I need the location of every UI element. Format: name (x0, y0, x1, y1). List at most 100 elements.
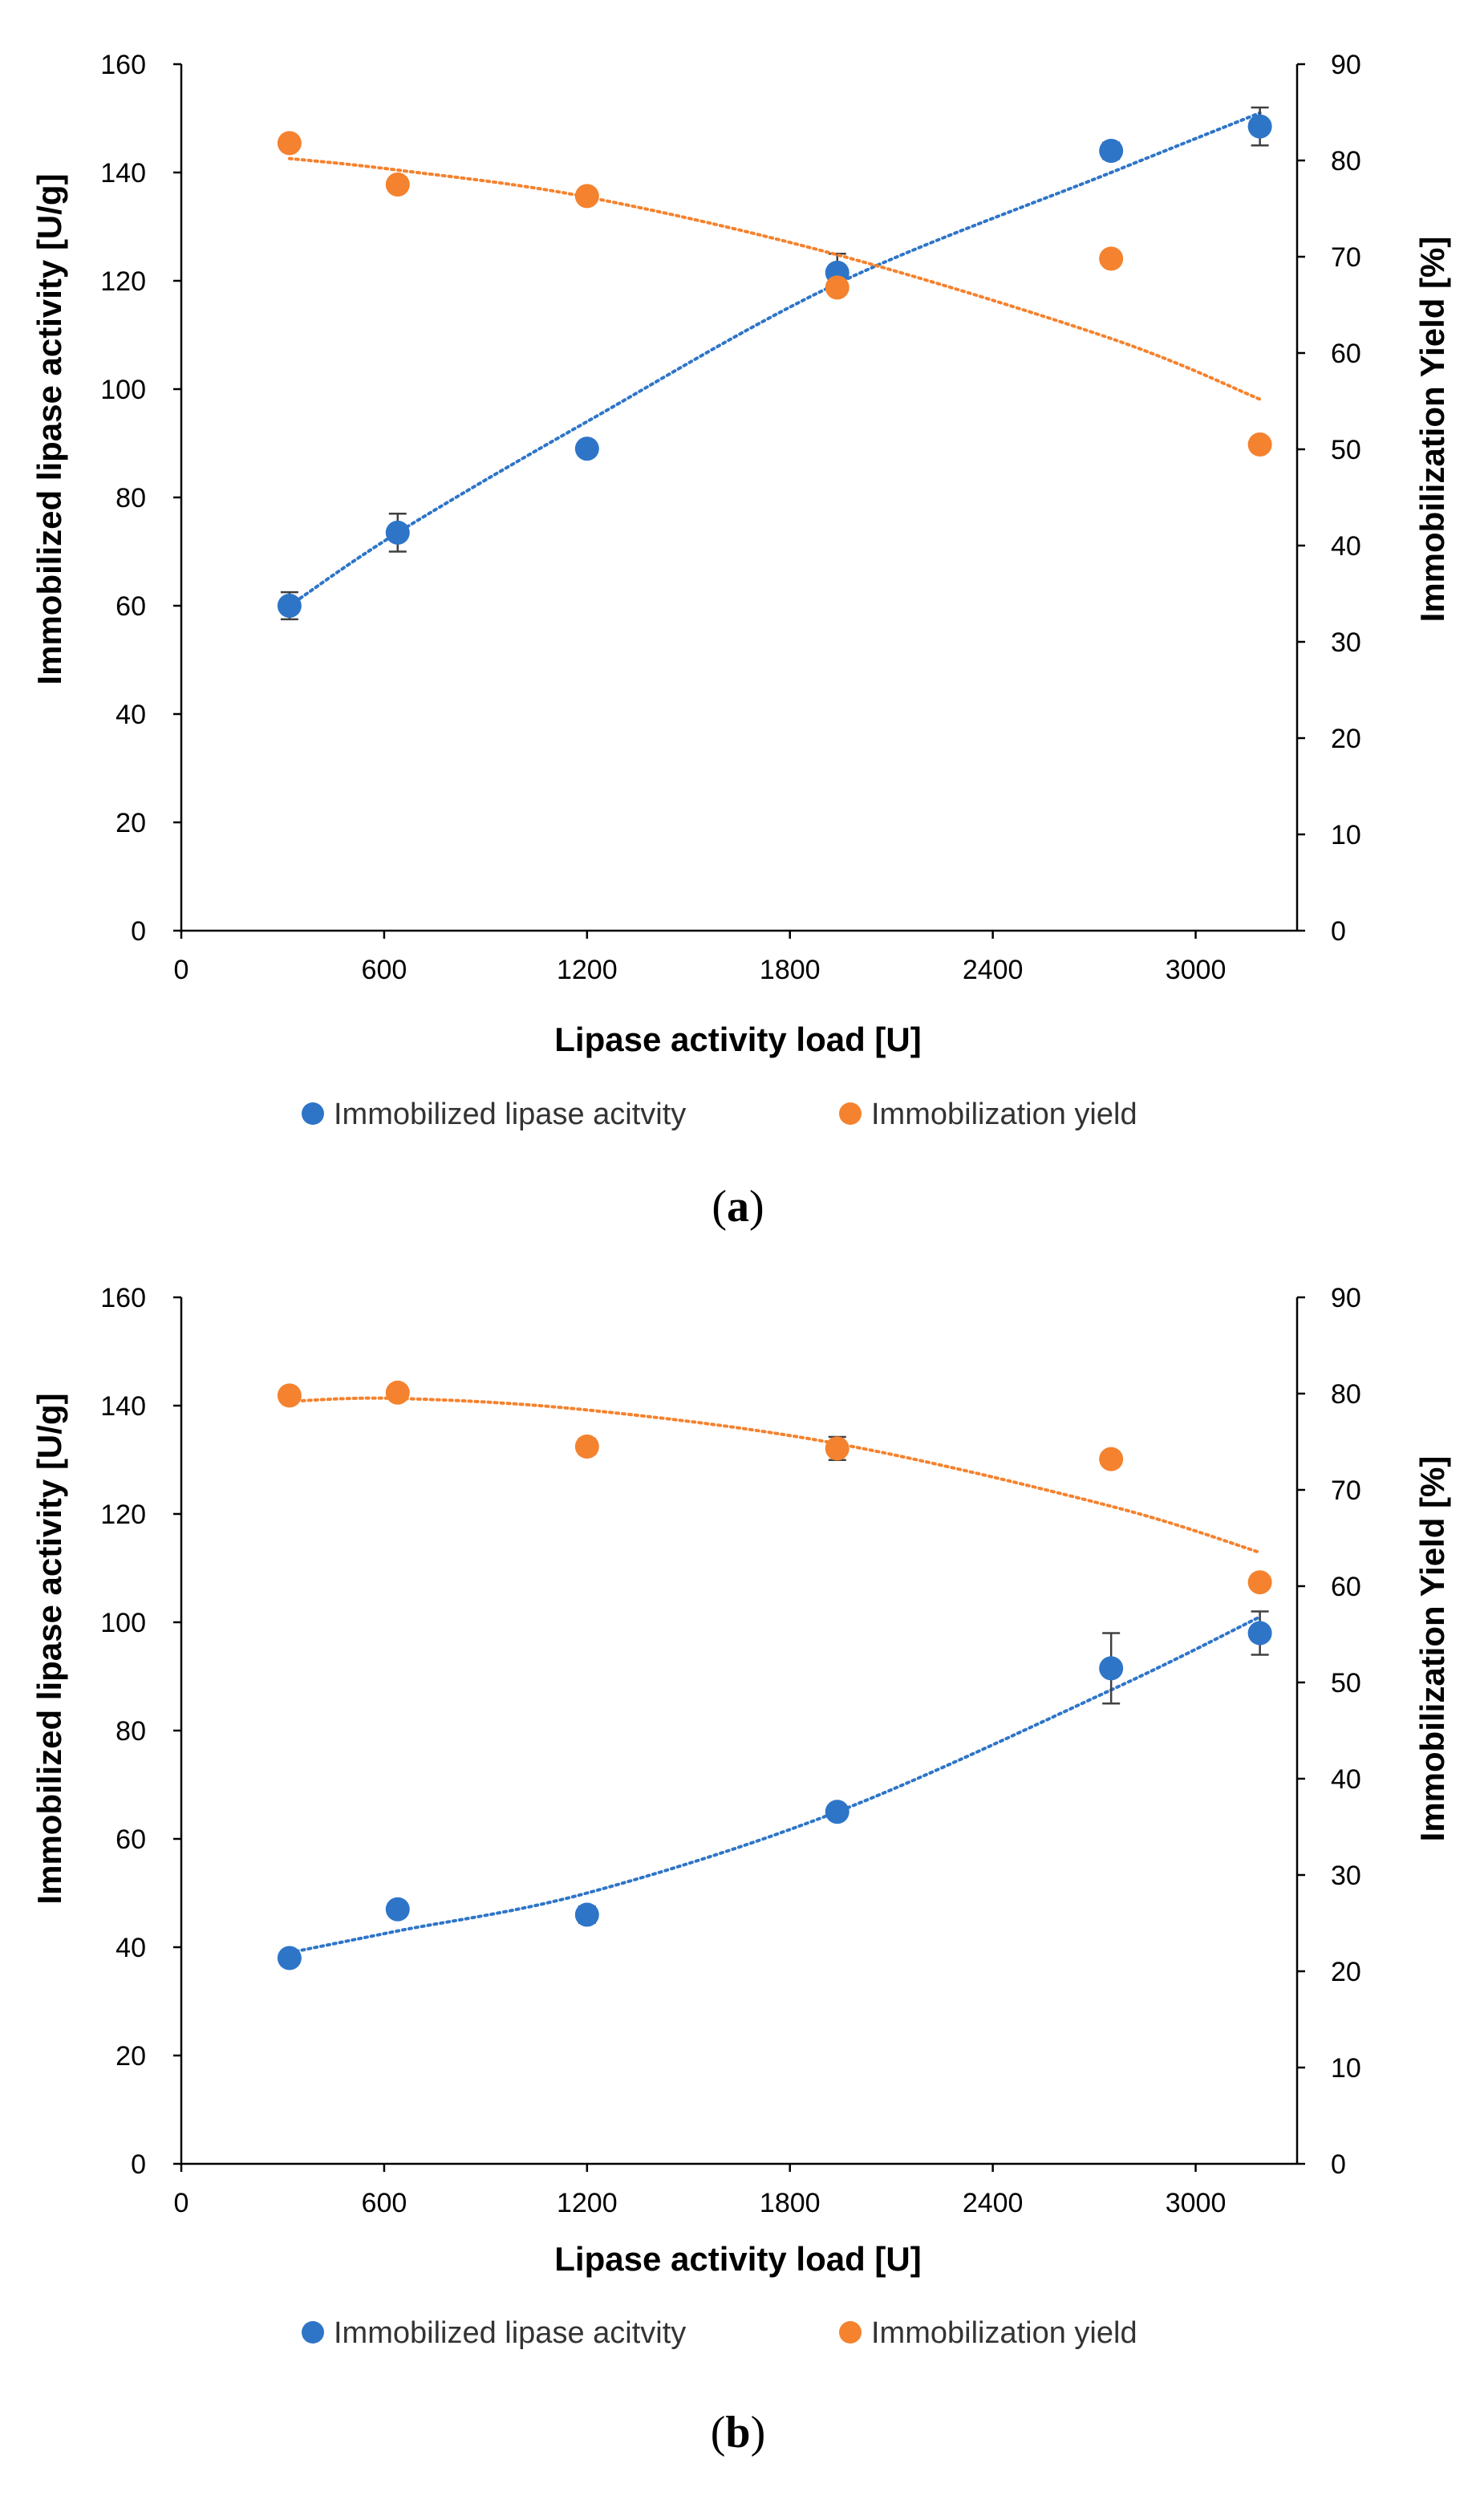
legend-label-yield: Immobilization yield (871, 1098, 1137, 1131)
left-axis-label: Immobilized lipase activity [U/g] (30, 173, 68, 684)
right-y-tick-label: 90 (1331, 1283, 1361, 1313)
right-y-tick-label: 30 (1331, 627, 1361, 658)
x-tick-label: 1800 (760, 2188, 821, 2218)
panel-letter: b (725, 2408, 750, 2457)
left-y-tick-label: 160 (100, 1283, 146, 1313)
left-axis-label: Immobilized lipase activity [U/g] (30, 1393, 68, 1904)
legend: Immobilized lipase acitvity Immobilizati… (302, 2316, 1137, 2350)
x-tick-label: 1800 (760, 955, 821, 985)
legend-label-activity: Immobilized lipase acitvity (334, 1098, 686, 1131)
right-y-tick-label: 20 (1331, 1957, 1361, 1987)
right-y-tick-label: 80 (1331, 1379, 1361, 1410)
legend: Immobilized lipase acitvity Immobilizati… (302, 1098, 1137, 1131)
plot-area: 0 600 1200 1800 2400 300002040608010012014016… (100, 50, 1361, 985)
data-point-yield (1247, 1570, 1272, 1595)
right-y-tick-label: 30 (1331, 1861, 1361, 1891)
x-tick-label: 2400 (963, 2188, 1024, 2218)
chart-panel-b: Immobilized lipase activity [U/g] Immobi… (30, 1283, 1451, 2457)
legend-marker-activity (302, 1102, 324, 1125)
left-y-tick-label: 60 (116, 1824, 146, 1855)
x-axis-label: Lipase activity load [U] (554, 1021, 921, 1058)
right-y-tick-label: 20 (1331, 724, 1361, 754)
left-y-tick-label: 140 (100, 158, 146, 189)
x-tick-label: 1200 (557, 2188, 618, 2218)
right-y-tick-label: 70 (1331, 242, 1361, 273)
data-point-yield (825, 1436, 849, 1461)
right-y-tick-label: 40 (1331, 1764, 1361, 1795)
plot-area: 0 600 1200 1800 2400 300002040608010012014016… (100, 1283, 1361, 2218)
data-point-activity (574, 436, 599, 461)
data-point-yield (277, 1383, 302, 1408)
legend-label-activity: Immobilized lipase acitvity (334, 2316, 686, 2350)
x-tick-label: 1200 (557, 955, 618, 985)
panel-letter: a (727, 1182, 749, 1232)
x-tick-label: 600 (362, 955, 407, 985)
right-y-tick-label: 70 (1331, 1475, 1361, 1506)
data-point-yield (1247, 432, 1272, 457)
legend-label-yield: Immobilization yield (871, 2316, 1137, 2350)
right-y-tick-label: 80 (1331, 146, 1361, 177)
left-y-tick-label: 40 (116, 700, 146, 730)
trendline-activity (287, 1615, 1262, 1954)
data-point-activity (1247, 114, 1272, 139)
right-y-tick-label: 0 (1331, 916, 1346, 947)
left-y-tick-label: 20 (116, 808, 146, 838)
x-tick-label: 3000 (1166, 2188, 1227, 2218)
right-axis-label: Immobilization Yield [%] (1413, 1456, 1451, 1842)
right-axis-label: Immobilization Yield [%] (1413, 237, 1451, 623)
data-point-activity (1099, 1656, 1124, 1681)
data-point-activity (1247, 1621, 1272, 1646)
data-point-activity (825, 1800, 849, 1824)
data-point-yield (1099, 246, 1124, 271)
left-y-tick-label: 0 (131, 916, 146, 947)
legend-marker-yield (839, 1102, 862, 1125)
right-y-tick-label: 10 (1331, 2053, 1361, 2084)
right-y-tick-label: 10 (1331, 820, 1361, 850)
data-point-activity (574, 1902, 599, 1927)
x-tick-label: 3000 (1166, 955, 1227, 985)
right-y-tick-label: 90 (1331, 50, 1361, 80)
left-y-tick-label: 160 (100, 50, 146, 80)
data-point-yield (277, 131, 302, 156)
x-tick-label: 0 (174, 955, 189, 985)
right-y-tick-label: 0 (1331, 2149, 1346, 2180)
left-y-tick-label: 120 (100, 1500, 146, 1530)
data-point-yield (574, 184, 599, 209)
left-y-tick-label: 0 (131, 2149, 146, 2180)
left-y-tick-label: 100 (100, 375, 146, 405)
left-y-tick-label: 120 (100, 266, 146, 297)
trendline-activity (287, 111, 1262, 607)
data-point-activity (385, 520, 410, 545)
right-y-tick-label: 50 (1331, 1668, 1361, 1698)
panel-label: (b) (711, 2408, 765, 2457)
data-point-activity (1099, 139, 1124, 163)
x-tick-label: 0 (174, 2188, 189, 2218)
left-y-tick-label: 40 (116, 1933, 146, 1963)
right-y-tick-label: 60 (1331, 1572, 1361, 1602)
right-y-tick-label: 50 (1331, 435, 1361, 465)
data-point-yield (1099, 1447, 1124, 1471)
legend-marker-yield (839, 2321, 862, 2344)
panel-label: (a) (712, 1182, 764, 1232)
right-y-tick-label: 40 (1331, 531, 1361, 562)
data-point-activity (277, 594, 302, 618)
left-y-tick-label: 100 (100, 1608, 146, 1638)
left-y-tick-label: 80 (116, 1716, 146, 1747)
trendline-yield (287, 156, 1262, 401)
left-y-tick-label: 20 (116, 2041, 146, 2072)
data-point-activity (277, 1946, 302, 1970)
chart-panel-a: Immobilized lipase activity [U/g] Immobi… (30, 50, 1451, 1232)
x-axis-label: Lipase activity load [U] (554, 2240, 921, 2278)
left-y-tick-label: 80 (116, 483, 146, 513)
left-y-tick-label: 60 (116, 591, 146, 622)
data-point-yield (385, 1380, 410, 1405)
legend-marker-activity (302, 2321, 324, 2344)
trendline-yield (287, 1396, 1262, 1554)
data-point-yield (574, 1435, 599, 1459)
data-point-yield (385, 172, 410, 197)
right-y-tick-label: 60 (1331, 339, 1361, 369)
x-tick-label: 2400 (963, 955, 1024, 985)
x-tick-label: 600 (362, 2188, 407, 2218)
data-point-activity (385, 1897, 410, 1922)
